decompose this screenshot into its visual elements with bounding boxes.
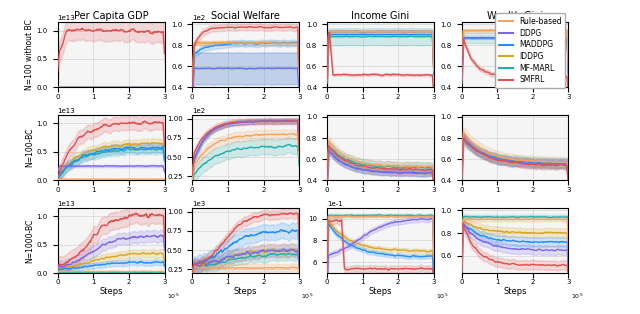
Title: Wealth Gini: Wealth Gini — [487, 11, 543, 21]
Y-axis label: N=1000-BC: N=1000-BC — [25, 218, 34, 263]
X-axis label: Steps: Steps — [369, 287, 392, 296]
Text: 1e-1: 1e-1 — [327, 201, 342, 207]
Legend: Rule-based, DDPG, MADDPG, IDDPG, MF-MARL, SMFRL: Rule-based, DDPG, MADDPG, IDDPG, MF-MARL… — [495, 13, 566, 88]
X-axis label: Steps: Steps — [234, 287, 257, 296]
Title: Income Gini: Income Gini — [351, 11, 410, 21]
Text: 1e2: 1e2 — [192, 108, 205, 114]
Text: 1e13: 1e13 — [58, 201, 76, 207]
Text: 1e3: 1e3 — [192, 201, 205, 207]
Text: $10^5$: $10^5$ — [301, 291, 314, 301]
Text: $10^5$: $10^5$ — [436, 291, 449, 301]
X-axis label: Steps: Steps — [99, 287, 123, 296]
Text: 1e2: 1e2 — [192, 15, 205, 21]
Text: 1e13: 1e13 — [58, 108, 76, 114]
Text: $10^5$: $10^5$ — [166, 291, 179, 301]
Y-axis label: N=100-BC: N=100-BC — [25, 128, 34, 167]
Title: Social Welfare: Social Welfare — [211, 11, 280, 21]
Y-axis label: N=100 without BC: N=100 without BC — [25, 19, 34, 90]
Text: $10^5$: $10^5$ — [571, 291, 583, 301]
X-axis label: Steps: Steps — [503, 287, 527, 296]
Title: Per Capita GDP: Per Capita GDP — [74, 11, 148, 21]
Text: 1e13: 1e13 — [58, 15, 76, 21]
